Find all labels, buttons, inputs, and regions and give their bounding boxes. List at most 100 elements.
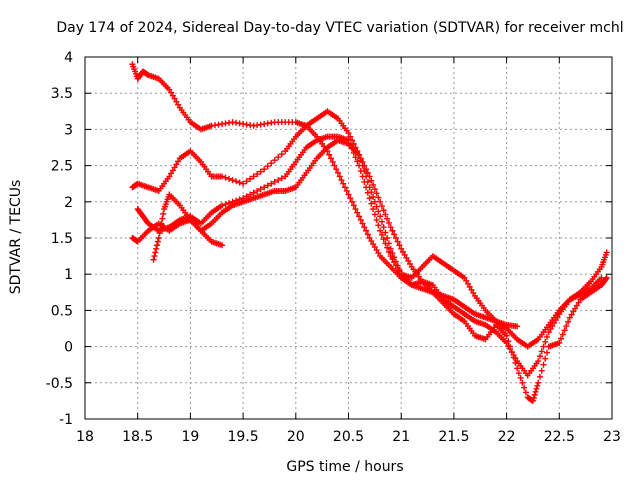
- data-point: [563, 323, 570, 330]
- data-point: [359, 173, 366, 180]
- data-point: [575, 299, 582, 306]
- data-point: [243, 178, 250, 185]
- x-tick-label: 20: [287, 429, 305, 445]
- data-point: [160, 210, 167, 217]
- data-point: [519, 379, 526, 386]
- data-point: [394, 238, 401, 245]
- data-point: [377, 198, 384, 205]
- data-point: [603, 249, 610, 256]
- data-point: [370, 206, 377, 213]
- data-point: [391, 259, 398, 266]
- data-point: [514, 323, 521, 330]
- data-point: [375, 250, 382, 257]
- data-point: [507, 343, 514, 350]
- data-point: [168, 89, 175, 96]
- data-point: [380, 207, 387, 214]
- data-point: [558, 335, 565, 342]
- data-point: [505, 338, 512, 345]
- data-point: [359, 158, 366, 165]
- data-point: [405, 257, 412, 264]
- data-point: [166, 86, 173, 93]
- data-point: [347, 133, 354, 140]
- data-point: [534, 382, 541, 389]
- data-point: [352, 206, 359, 213]
- data-point: [554, 314, 561, 321]
- data-point: [268, 180, 275, 187]
- data-point: [538, 367, 545, 374]
- data-point: [257, 168, 264, 175]
- x-tick-label: 18: [76, 429, 94, 445]
- data-point: [380, 224, 387, 231]
- data-point: [570, 308, 577, 315]
- data-point: [556, 339, 563, 346]
- data-point: [392, 235, 399, 241]
- data-point: [545, 329, 552, 336]
- data-point: [565, 318, 572, 325]
- data-point: [345, 191, 352, 198]
- data-point: [522, 389, 529, 396]
- data-point: [377, 227, 384, 234]
- series-track-1: [129, 61, 605, 350]
- data-point: [333, 166, 340, 173]
- data-point: [154, 238, 161, 245]
- data-point: [510, 354, 517, 361]
- data-point: [357, 168, 364, 175]
- data-point: [378, 218, 385, 225]
- data-point: [384, 215, 391, 222]
- data-point: [356, 151, 363, 158]
- data-point: [361, 162, 368, 169]
- data-point: [540, 343, 547, 350]
- data-point: [566, 314, 573, 321]
- data-point: [468, 286, 475, 293]
- series-track-5: [150, 137, 610, 404]
- data-point: [561, 327, 568, 334]
- data-point: [236, 179, 243, 186]
- data-point: [551, 320, 558, 327]
- data-point: [366, 173, 373, 180]
- data-point: [356, 213, 363, 220]
- series-track-4: [134, 133, 521, 330]
- data-point: [387, 245, 394, 252]
- data-point: [573, 302, 580, 309]
- data-point: [370, 181, 377, 188]
- data-point: [361, 224, 368, 231]
- data-point: [354, 158, 361, 165]
- data-point: [168, 170, 175, 177]
- data-point: [401, 251, 408, 258]
- data-point: [271, 157, 278, 164]
- data-point: [326, 151, 333, 158]
- grid-lines: [85, 57, 612, 419]
- data-point: [396, 268, 403, 275]
- data-point: [219, 242, 226, 249]
- data-point: [158, 220, 165, 227]
- y-tick-label: 2: [64, 195, 73, 211]
- data-point: [219, 202, 226, 209]
- data-point: [382, 240, 389, 247]
- data-point: [532, 388, 539, 395]
- data-point: [512, 359, 519, 366]
- data-point: [278, 151, 285, 158]
- data-point: [538, 348, 545, 355]
- data-point: [366, 195, 373, 202]
- data-point: [517, 374, 524, 381]
- data-point: [572, 305, 579, 312]
- data-point: [533, 385, 540, 392]
- data-point: [340, 180, 347, 187]
- data-point: [171, 95, 178, 102]
- data-point: [357, 155, 364, 162]
- data-point: [250, 189, 257, 196]
- data-point: [529, 397, 536, 404]
- x-tick-label: 22: [498, 429, 516, 445]
- data-point: [356, 162, 363, 169]
- data-point: [470, 289, 477, 296]
- data-point: [392, 262, 399, 269]
- data-point: [399, 248, 406, 255]
- data-point: [464, 280, 471, 287]
- data-points: [129, 61, 610, 404]
- data-point: [391, 231, 398, 238]
- data-point: [354, 209, 361, 216]
- data-point: [363, 184, 370, 191]
- data-point: [378, 231, 385, 238]
- data-point: [336, 173, 343, 180]
- y-axis-label: SDTVAR / TECUs: [8, 180, 24, 295]
